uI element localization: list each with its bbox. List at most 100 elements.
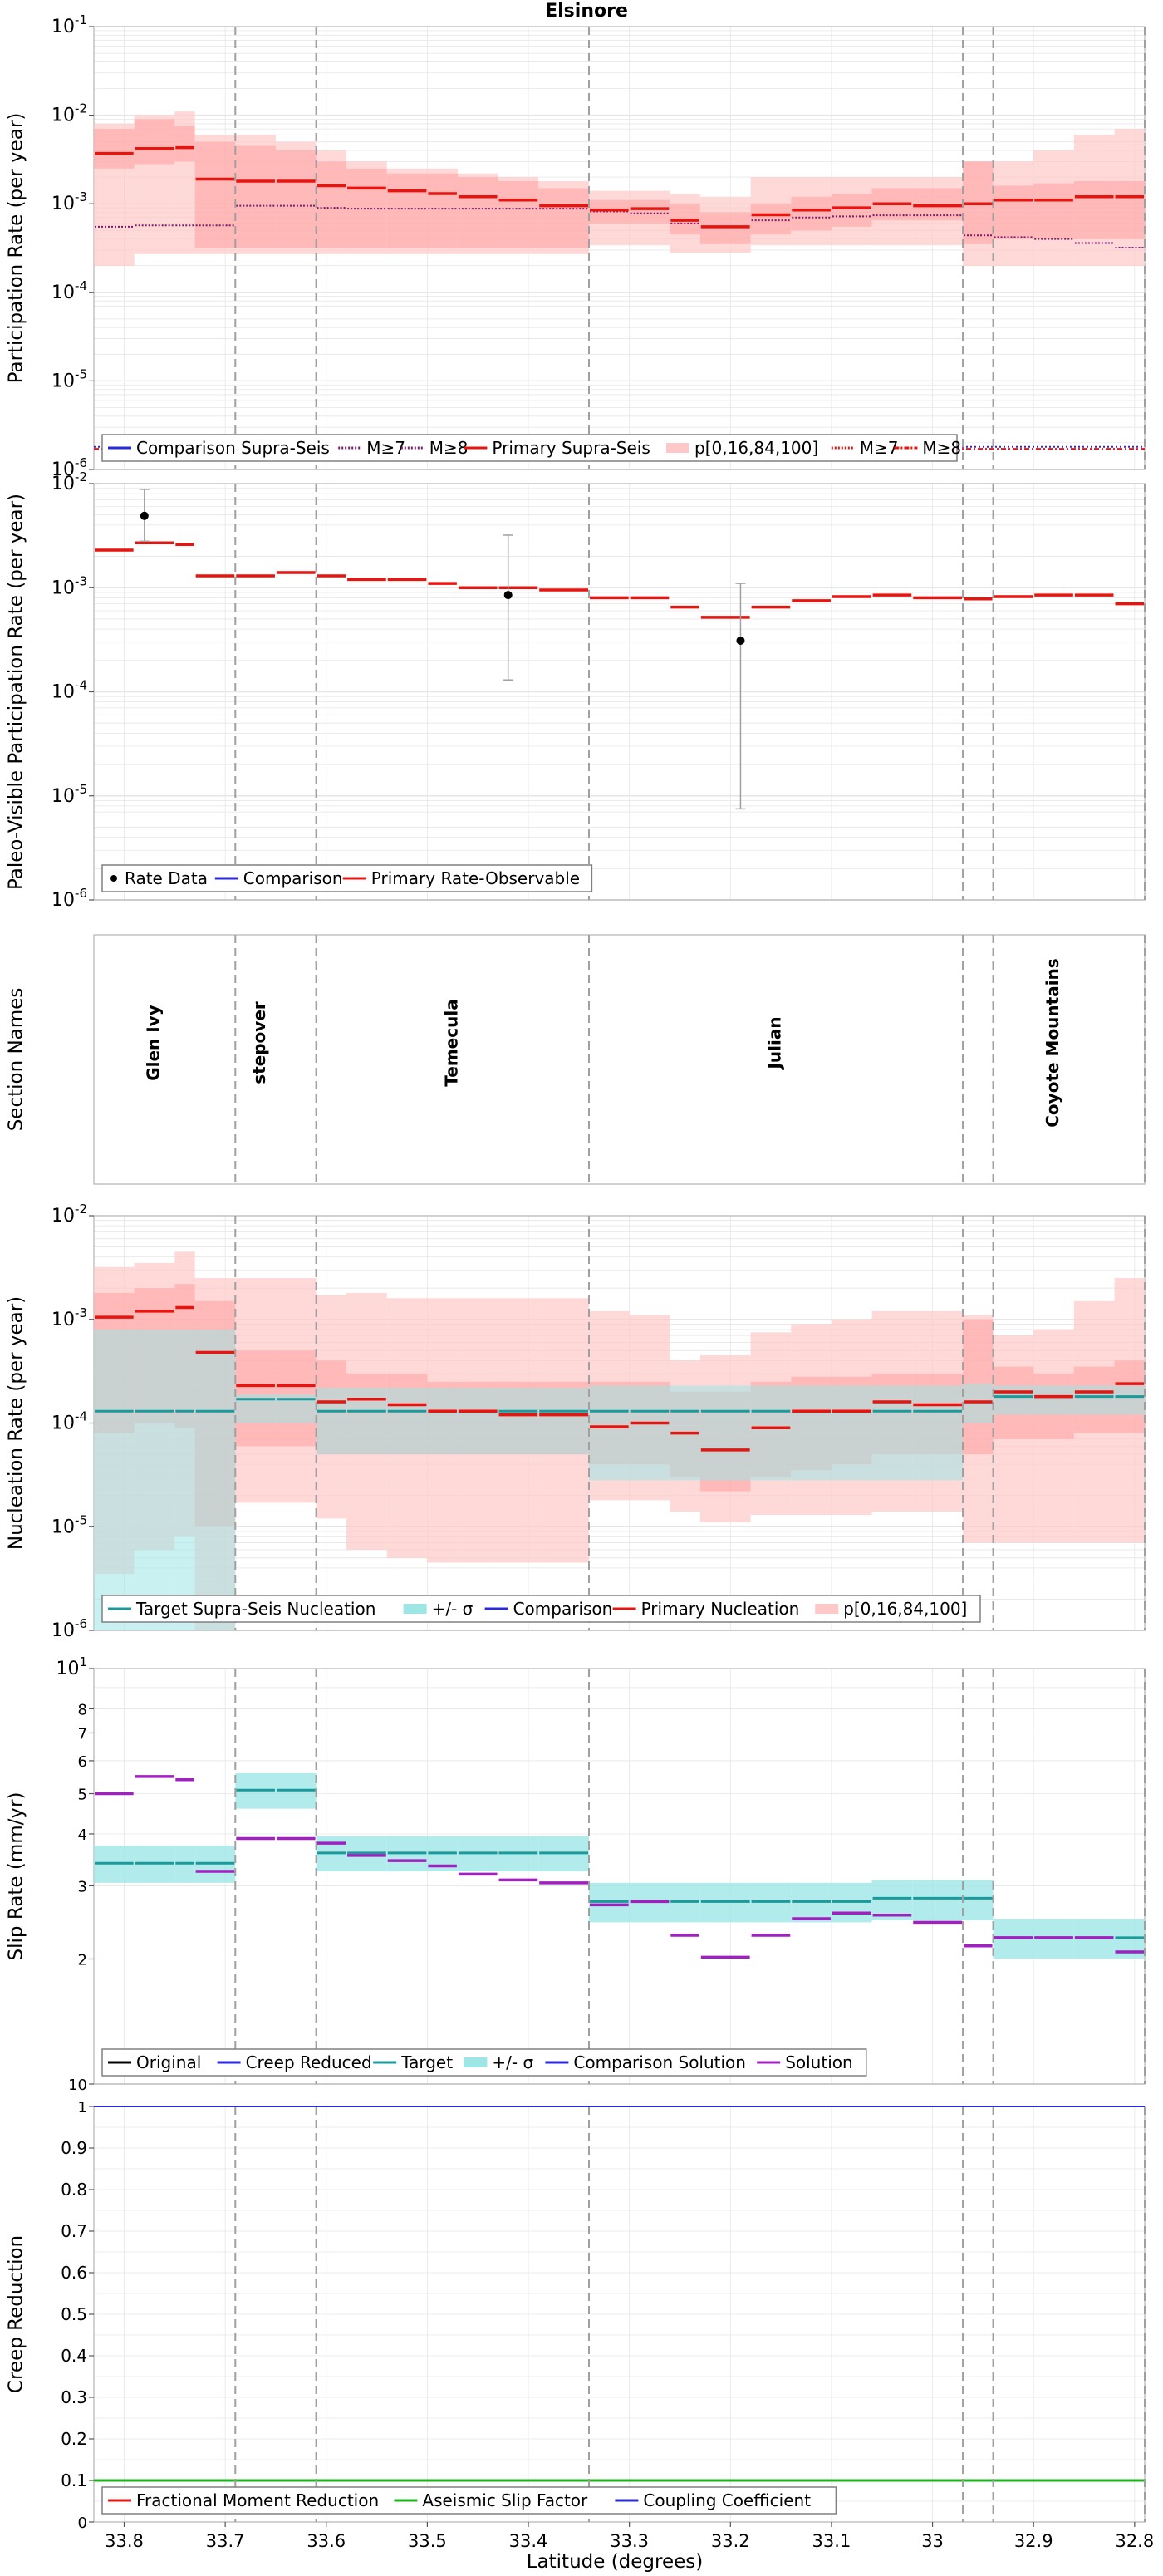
target-sigma-band [912,1880,964,1920]
legend-entry: Creep Reduced [246,2052,372,2072]
band-p0-p100 [134,115,175,254]
band-p16-p84 [457,177,498,248]
y-tick-label: 0.6 [61,2263,87,2283]
band-p0-p100 [94,123,135,266]
y-tick-label: 0.5 [61,2304,87,2324]
legend-entry: Comparison Supra-Seis [136,438,330,458]
band-p16-p84 [589,199,630,224]
target-sigma-band [993,1385,1034,1415]
target-sigma-band [1114,1385,1145,1415]
legend-entry: Comparison [243,868,343,888]
x-tick-label: 33.7 [206,2531,245,2551]
section-name: Glen Ivy [143,1005,163,1081]
band-p16-p84 [538,188,590,248]
band-p0-p100 [275,141,317,254]
y-tick-label: 10-3 [52,1305,87,1330]
legend-swatch [403,1604,427,1614]
target-sigma-band [538,1387,590,1455]
band-p16-p84 [498,180,539,248]
x-tick-label: 33.4 [509,2531,548,2551]
legend-swatch [110,875,117,882]
x-tick-label: 33.3 [610,2531,649,2551]
y-tick-label: 10-4 [52,678,87,703]
y-tick-label: 3 [78,1878,87,1895]
y-tick-label: 7 [78,1725,87,1743]
band-p0-p100 [750,177,792,246]
band-p16-p84 [831,194,872,227]
rate-data-point [736,636,745,645]
band-p16-p84 [275,150,317,248]
x-tick-label: 33.1 [812,2531,851,2551]
legend-entry: Comparison Solution [573,2052,746,2072]
y-axis-label: Participation Rate (per year) [6,113,27,384]
section-name: stepover [249,1001,269,1084]
y-tick-label: 2 [78,1951,87,1969]
legend-entry: Coupling Coefficient [643,2490,811,2510]
panel-4: 10 2 3 4 5 6 7 8 101 Slip Rate (mm/yr) Original Cre… [6,1654,1146,2094]
y-tick-label: 10-6 [52,1616,87,1641]
target-sigma-band [912,1385,964,1481]
target-sigma-band [346,1387,387,1455]
band-p0-p100 [1033,1329,1074,1543]
x-tick-label: 33.8 [105,2531,144,2551]
target-sigma-band [94,1329,135,1630]
legend: Original Creep Reduced Target +/- σ Comparis… [101,2048,867,2077]
target-sigma-band [498,1387,539,1455]
legend-entry: Solution [785,2052,852,2072]
y-tick-label: 0.9 [61,2138,87,2158]
y-axis-label: Paleo-Visible Participation Rate (per ye… [6,494,27,890]
section-name: Coyote Mountains [1043,958,1062,1127]
y-tick-label: 10 [68,2077,87,2094]
plot-frame [93,1668,1146,2085]
panel-2: Glen Ivy stepover Temecula Julian Coyote Mou… [6,934,1146,1185]
band-p16-p84 [791,196,832,231]
y-tick-label: 10-4 [52,278,87,303]
band-p0-p100 [629,190,670,246]
band-p16-p84 [316,161,347,248]
legend-entry: +/- σ [432,1599,474,1619]
legend-swatch [815,1604,839,1614]
band-p0-p100 [194,135,236,254]
panels: 10-6 10-5 10-4 10-3 10-2 10-1 Participation Ra… [6,12,1155,2551]
band-p0-p100 [699,196,751,253]
target-sigma-band [963,1880,994,1920]
legend-entry: Primary Nucleation [641,1599,800,1619]
band-p16-p84 [427,173,458,248]
band-p0-p100 [1073,1300,1115,1543]
x-tick-label: 33.5 [408,2531,447,2551]
legend-entry: Aseismic Slip Factor [422,2490,588,2510]
band-p16-p84 [386,173,428,248]
x-axis-label: Latitude (degrees) [527,2551,704,2573]
band-p0-p100 [871,177,913,246]
target-sigma-band [589,1385,630,1481]
rate-data-point [140,511,149,520]
band-p16-p84 [1073,180,1115,239]
legend-entry: Comparison [513,1599,613,1619]
band-p0-p100 [993,161,1034,266]
panel-0: 10-6 10-5 10-4 10-3 10-2 10-1 Participation Ra… [6,12,1146,480]
y-tick-label: 5 [78,1787,87,1804]
section-name: Julian [765,1016,785,1070]
target-sigma-band [194,1329,236,1630]
target-sigma-band [1033,1385,1074,1415]
legend: Fractional Moment Reduction Aseismic Slip… [101,2486,837,2515]
band-p0-p100 [993,1335,1034,1543]
x-tick-label: 33.2 [711,2531,750,2551]
legend-entry: M≥7 [860,438,899,458]
y-tick-label: 10-1 [52,12,87,37]
legend-entry: Target Supra-Seis Nucleation [135,1599,375,1619]
figure-title: Elsinore [545,1,628,22]
band-p16-p84 [1033,183,1074,239]
panel-3: 10-6 10-5 10-4 10-3 10-2 Nucleation Rate (per… [6,1202,1146,1641]
y-tick-label: 0.2 [61,2429,87,2449]
legend-entry: Rate Data [125,868,208,888]
band-p16-p84 [629,199,670,224]
band-p16-p84 [346,168,387,248]
band-p0-p100 [1033,150,1074,266]
target-sigma-band [134,1329,175,1630]
target-sigma-band [871,1385,913,1481]
y-tick-label: 0.3 [61,2387,87,2407]
legend-entry: Fractional Moment Reduction [136,2490,379,2510]
band-p0-p100 [963,1315,994,1543]
